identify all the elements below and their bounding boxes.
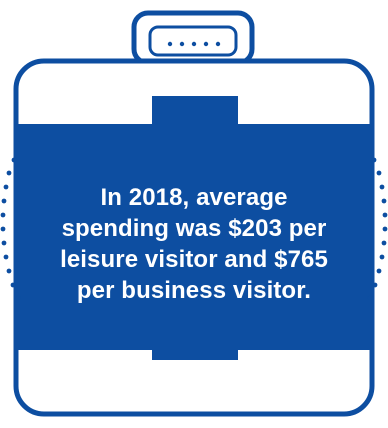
right-dotted-arc [367,157,388,301]
suitcase-band [18,124,370,350]
suitcase-clasp-bottom [152,345,238,360]
left-dotted-arc [0,157,21,301]
suitcase-clasp-top [152,96,238,132]
suitcase-handle-inner [148,25,238,57]
handle-dots [167,41,221,47]
caption-box: In 2018, average spending was $203 per l… [46,144,342,344]
spending-caption: In 2018, average spending was $203 per l… [60,184,328,304]
